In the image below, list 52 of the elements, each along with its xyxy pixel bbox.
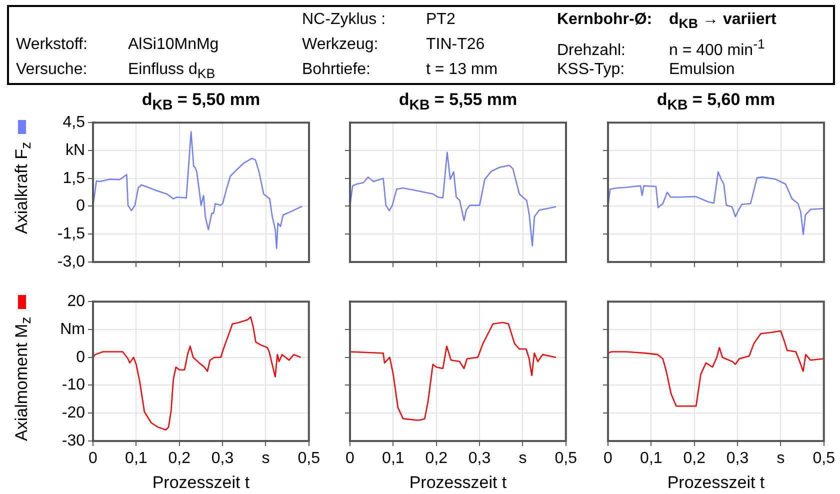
text: Werkstoff:: [16, 35, 88, 55]
y-tick-label: 1,5: [62, 170, 86, 187]
y-tick-label: -30: [62, 432, 86, 450]
x-tick-label: 0,5: [298, 450, 320, 468]
x-tick-label: 0,1: [382, 450, 404, 468]
text: Bohrtiefe:: [302, 60, 372, 80]
y-tick-label: 20: [67, 293, 86, 310]
x-tick-label: 0: [88, 450, 98, 468]
x-tick-label: s: [776, 450, 785, 468]
x-tick-label: 0,5: [812, 450, 836, 468]
text: KSS-Typ:: [557, 60, 626, 80]
y-tick-label: Nm: [60, 320, 85, 338]
x-tick-label: s: [518, 450, 527, 468]
y-tick-label: -3,0: [57, 253, 86, 270]
x-axis-title: Prozesszeit t: [151, 473, 251, 493]
text: Versuche:: [16, 60, 88, 80]
text: TIN-T26: [426, 36, 485, 53]
y-tick-label: -20: [62, 404, 86, 422]
x-axis-title: Prozesszeit t: [666, 473, 766, 493]
x-tick-label: 0: [604, 450, 613, 468]
text: n = 400 min$^{-1}$: [669, 37, 765, 60]
text: NC-Zyklus :: [302, 10, 387, 30]
x-tick-label: s: [262, 450, 270, 468]
text: Emulsion: [669, 61, 735, 78]
x-axis-title: Prozesszeit t: [408, 473, 508, 493]
y-tick-label: -10: [62, 376, 86, 394]
text: PT2: [426, 11, 456, 28]
text: Werkzeug:: [302, 35, 380, 55]
text: AlSi10MnMg: [128, 36, 219, 53]
chart-title: d$_{KB}$ = 5,50 mm: [140, 90, 262, 114]
x-tick-label: 0,3: [726, 450, 749, 468]
x-tick-label: 0: [346, 450, 355, 468]
x-tick-label: 0,2: [168, 450, 191, 468]
x-tick-label: 0,1: [125, 450, 148, 468]
y-tick-label: -1,5: [57, 226, 86, 243]
x-tick-label: 0,3: [468, 450, 491, 468]
y-tick-label: 0: [76, 198, 86, 215]
text: Drehzahl:: [557, 41, 626, 62]
x-tick-label: 0,5: [554, 450, 578, 468]
y-tick-label: 4,5: [62, 114, 86, 132]
y-tick-label: 0: [76, 348, 86, 366]
text: Kernbohr-Ø:: [557, 10, 654, 30]
x-tick-label: 0,2: [683, 450, 706, 468]
x-tick-label: 0,1: [640, 450, 662, 468]
x-tick-label: 0,2: [425, 450, 448, 468]
text: Einfluss d$_{KB}$: [128, 61, 216, 82]
text: d$_{KB}$ → variiert: [669, 11, 776, 32]
chart-title: d$_{KB}$ = 5,55 mm: [398, 90, 518, 114]
chart-title: d$_{KB}$ = 5,60 mm: [656, 90, 776, 114]
y-tick-label: kN: [65, 142, 85, 159]
text: t = 13 mm: [426, 61, 498, 78]
x-tick-label: 0,3: [211, 450, 234, 468]
